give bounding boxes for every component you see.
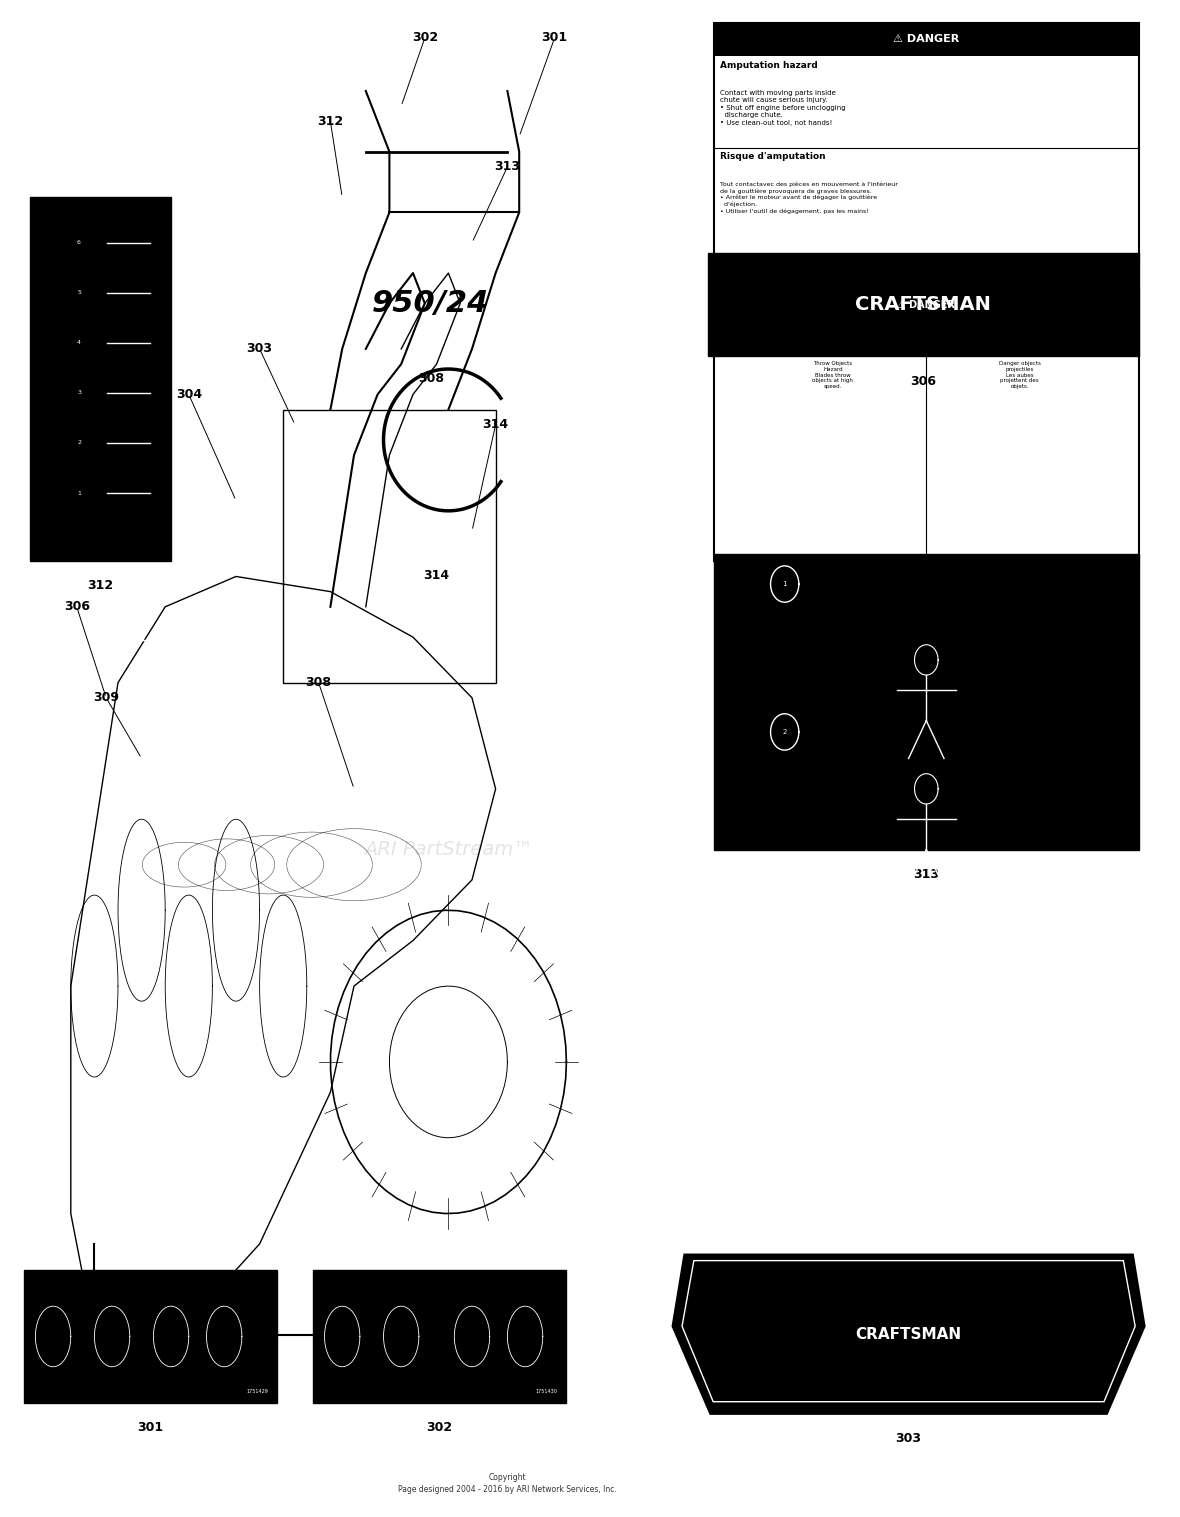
Text: R 1: R 1 — [74, 573, 84, 579]
Text: 303: 303 — [247, 343, 273, 355]
Text: Danger objects
projectiles
Les aubes
projettent des
objets.: Danger objects projectiles Les aubes pro… — [998, 361, 1041, 390]
Text: Copyright
Page designed 2004 - 2016 by ARI Network Services, Inc.: Copyright Page designed 2004 - 2016 by A… — [398, 1473, 617, 1494]
Text: 5: 5 — [77, 290, 81, 296]
Bar — [24, 1270, 277, 1403]
Bar — [283, 410, 496, 683]
Text: Amputation Hazard: Amputation Hazard — [791, 334, 874, 343]
Bar — [714, 288, 1139, 322]
Text: 1: 1 — [782, 581, 787, 587]
Text: 314: 314 — [483, 419, 509, 431]
Text: 1: 1 — [77, 490, 81, 496]
Text: 312: 312 — [87, 579, 113, 593]
Text: 1751429: 1751429 — [247, 1390, 268, 1394]
Text: 950/24: 950/24 — [372, 288, 490, 319]
Bar — [714, 288, 1139, 561]
Text: Risque d'amputation: Risque d'amputation — [720, 153, 826, 161]
Polygon shape — [673, 1255, 1145, 1414]
Text: 6: 6 — [77, 240, 81, 246]
Text: 304: 304 — [913, 276, 939, 290]
Bar — [714, 23, 1139, 258]
Bar — [313, 1270, 566, 1403]
Text: CRAFTSMAN: CRAFTSMAN — [856, 296, 991, 314]
Bar — [714, 23, 1139, 56]
Text: 308: 308 — [418, 372, 444, 385]
Text: 303: 303 — [896, 1432, 922, 1446]
Text: 2: 2 — [782, 730, 787, 734]
Text: Tout contactavec des pièces en mouvement à l'intérieur
de la gouttière provoquer: Tout contactavec des pièces en mouvement… — [720, 182, 898, 214]
Text: ⚠ DANGER: ⚠ DANGER — [897, 300, 956, 309]
Text: Risque d'amputation: Risque d'amputation — [975, 334, 1064, 343]
Text: 301: 301 — [542, 32, 568, 44]
Bar — [708, 253, 1139, 356]
Text: Throw Objects
Hazard
Blades throw
objects at high
speed.: Throw Objects Hazard Blades throw object… — [812, 361, 853, 390]
Text: 301: 301 — [137, 1421, 164, 1435]
Text: 308: 308 — [306, 677, 332, 689]
Text: 302: 302 — [426, 1421, 453, 1435]
Text: CRAFTSMAN: CRAFTSMAN — [856, 1327, 962, 1341]
Bar — [30, 197, 171, 561]
Text: ⚠ DANGER: ⚠ DANGER — [893, 35, 959, 44]
Text: 306: 306 — [910, 375, 937, 388]
Text: R 2: R 2 — [74, 637, 84, 643]
Text: ARI PartStream™: ARI PartStream™ — [363, 840, 533, 859]
Text: 306: 306 — [64, 601, 90, 613]
Text: 1751430: 1751430 — [535, 1390, 557, 1394]
Text: 309: 309 — [93, 692, 119, 704]
Text: 313: 313 — [913, 868, 939, 881]
Text: 2: 2 — [77, 440, 81, 446]
Text: 313: 313 — [494, 161, 520, 173]
Bar — [714, 554, 1139, 850]
Text: 314: 314 — [424, 569, 450, 583]
Text: 4: 4 — [77, 340, 81, 346]
Text: Amputation hazard: Amputation hazard — [720, 61, 818, 70]
Text: 3: 3 — [77, 390, 81, 396]
Text: 309: 309 — [913, 579, 939, 593]
Text: 304: 304 — [176, 388, 202, 400]
Text: 302: 302 — [412, 32, 438, 44]
Text: 312: 312 — [317, 115, 343, 127]
Text: Contact with moving parts inside
chute will cause serious injury.
• Shut off eng: Contact with moving parts inside chute w… — [720, 90, 845, 126]
